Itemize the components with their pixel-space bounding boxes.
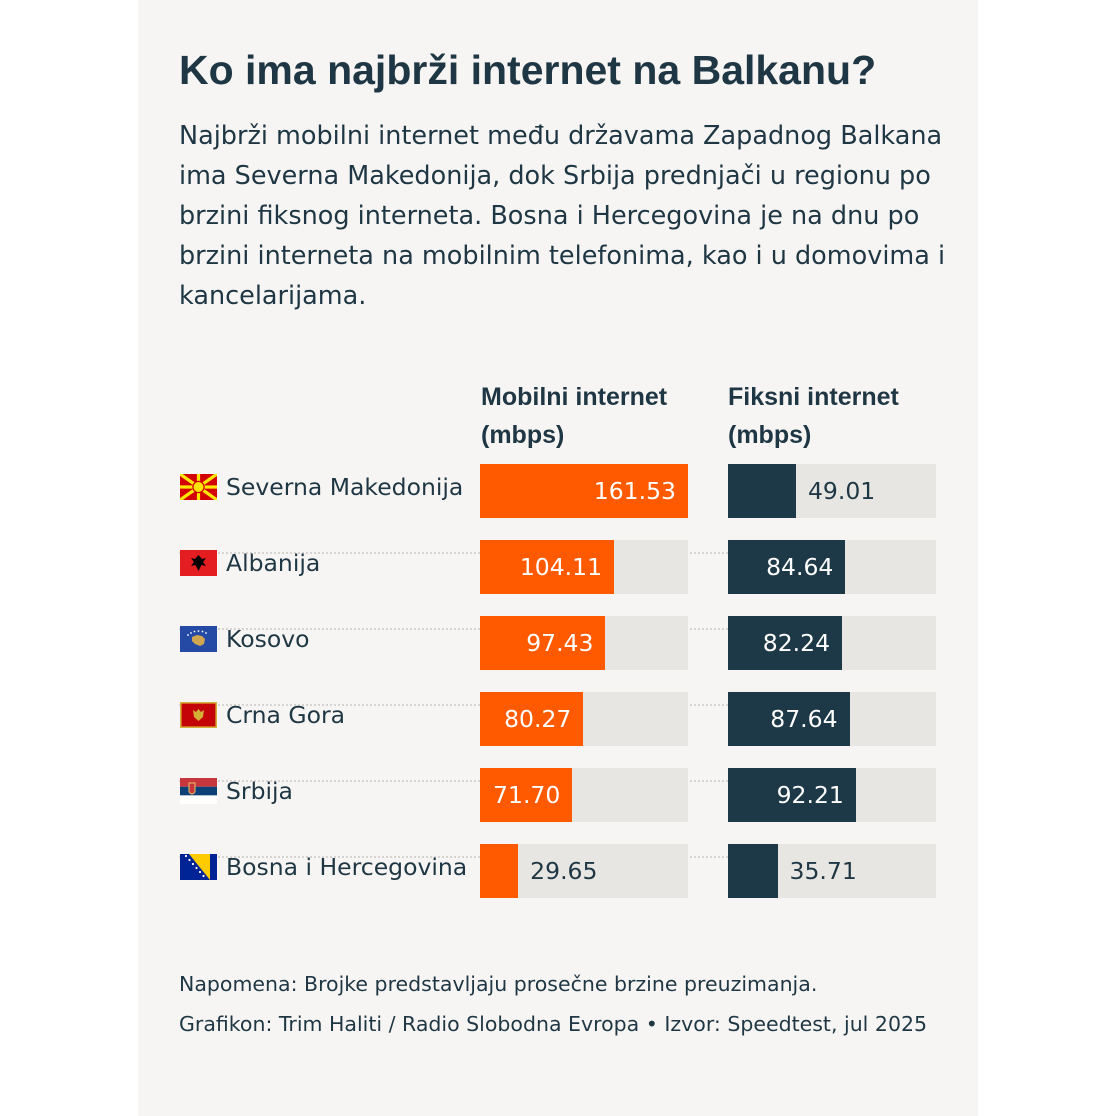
fixed-bar-track: 82.24 <box>728 616 936 670</box>
mobile-bar <box>480 768 573 822</box>
mobile-value-label: 104.11 <box>519 553 603 581</box>
mobile-bar-track: 80.27 <box>480 692 688 746</box>
chart-title: Ko ima najbrži internet na Balkanu? <box>179 47 877 93</box>
fixed-bar-track: 35.71 <box>728 844 936 898</box>
column-header-mobile: Mobilni internet (mbps) <box>481 383 668 449</box>
mobile-bar-track: 104.11 <box>480 540 688 594</box>
mobile-bar-track: 71.70 <box>480 768 688 822</box>
mobile-value-label: 71.70 <box>493 781 561 809</box>
mobile-bar-track: 97.43 <box>480 616 688 670</box>
mobile-bar <box>480 464 688 518</box>
mobile-value-label: 29.65 <box>530 857 598 885</box>
country-label: Kosovo <box>226 625 310 653</box>
mobile-bar <box>480 616 606 670</box>
chart-note: Napomena: Brojke predstavljaju prosečne … <box>179 972 818 996</box>
chart-row: Kosovo 97.43 82.24 <box>179 616 936 706</box>
montenegro-flag-icon <box>180 702 217 728</box>
country-label: Severna Makedonija <box>226 473 464 501</box>
chart-row: Albanija 104.11 84.64 <box>179 540 936 630</box>
chart-subtitle: Najbrži mobilni internet među državama Z… <box>179 121 946 311</box>
fixed-bar <box>728 768 856 822</box>
chart-row: Crna Gora 80.27 87.64 <box>179 692 936 782</box>
country-label: Bosna i Hercegovina <box>226 853 468 881</box>
mobile-bar-track: 29.65 <box>480 844 688 898</box>
albania-flag-icon <box>180 550 217 576</box>
fixed-bar-track: 92.21 <box>728 768 936 822</box>
serbia-flag-icon <box>180 778 217 804</box>
chart-credit: Grafikon: Trim Haliti / Radio Slobodna E… <box>179 1012 928 1036</box>
fixed-bar <box>728 616 843 670</box>
country-label: Srbija <box>226 777 293 805</box>
fixed-value-label: 82.24 <box>762 629 831 657</box>
north-macedonia-flag-icon <box>180 474 217 500</box>
chart-row: Bosna i Hercegovina 29.65 35.71 <box>179 844 936 920</box>
fixed-bar-track: 49.01 <box>728 464 936 518</box>
country-label: Crna Gora <box>226 701 346 729</box>
mobile-bar <box>480 692 584 746</box>
country-label: Albanija <box>226 549 321 577</box>
mobile-bar <box>480 844 519 898</box>
fixed-value-label: 84.64 <box>766 553 834 581</box>
fixed-bar <box>728 692 850 746</box>
mobile-value-label: 161.53 <box>593 477 676 505</box>
chart-card: Ko ima najbrži internet na Balkanu? Najb… <box>138 0 978 1116</box>
bosnia-flag-icon <box>180 854 217 880</box>
fixed-bar <box>728 464 796 518</box>
mobile-value-label: 80.27 <box>504 705 572 733</box>
mobile-bar <box>480 540 615 594</box>
fixed-bar-track: 87.64 <box>728 692 936 746</box>
mobile-value-label: 97.43 <box>526 629 594 657</box>
column-header-fixed: Fiksni internet (mbps) <box>728 383 899 449</box>
chart-row: Srbija 71.70 92.21 <box>179 768 936 858</box>
kosovo-flag-icon <box>180 626 217 652</box>
fixed-value-label: 87.64 <box>770 705 838 733</box>
fixed-bar <box>728 540 846 594</box>
chart-row: Severna Makedonija 161.53 49.01 <box>179 464 936 554</box>
fixed-bar <box>728 844 778 898</box>
fixed-value-label: 49.01 <box>807 477 876 505</box>
fixed-value-label: 92.21 <box>776 781 844 809</box>
fixed-value-label: 35.71 <box>789 857 857 885</box>
fixed-bar-track: 84.64 <box>728 540 936 594</box>
mobile-bar-track: 161.53 <box>480 464 688 518</box>
